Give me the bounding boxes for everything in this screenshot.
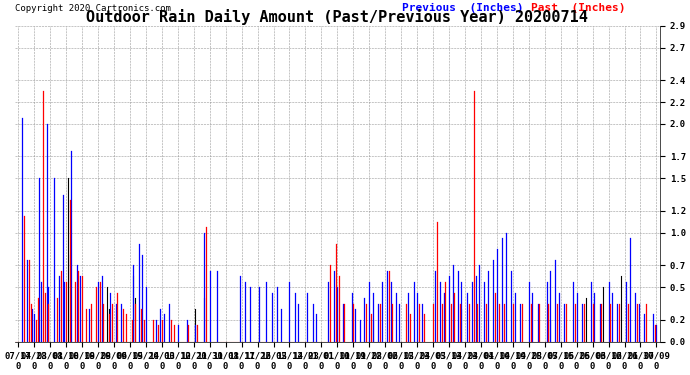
Text: Past  (Inches): Past (Inches) <box>531 3 625 13</box>
Text: Copyright 2020 Cartronics.com: Copyright 2020 Cartronics.com <box>14 4 170 13</box>
Text: Previous  (Inches): Previous (Inches) <box>402 3 523 13</box>
Title: Outdoor Rain Daily Amount (Past/Previous Year) 20200714: Outdoor Rain Daily Amount (Past/Previous… <box>86 9 589 25</box>
